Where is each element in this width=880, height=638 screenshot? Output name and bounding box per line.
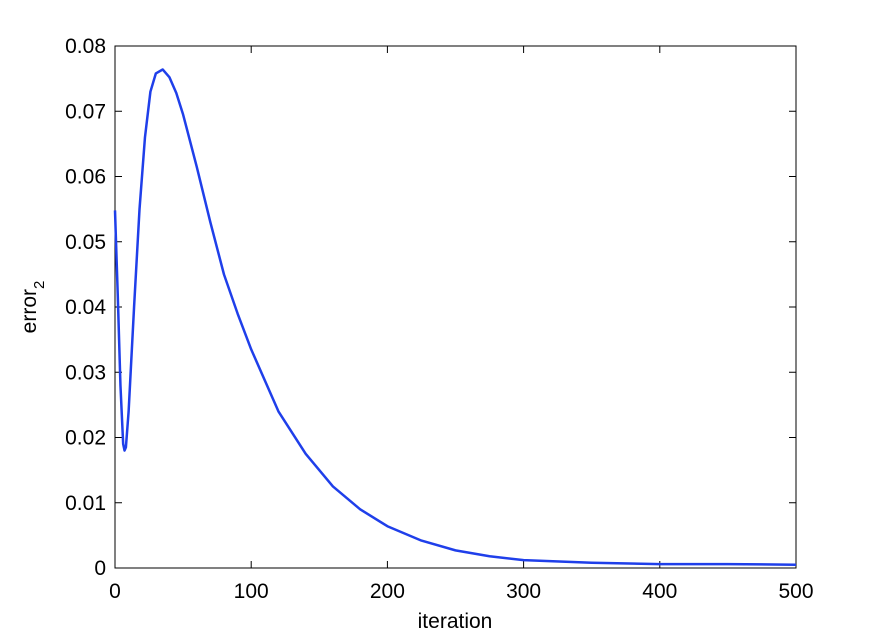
x-tick-label: 500	[778, 580, 813, 603]
y-tick-label: 0	[94, 557, 106, 580]
y-tick-label: 0.06	[65, 166, 106, 189]
x-axis-label: iteration	[418, 610, 493, 633]
x-tick-label: 200	[370, 580, 405, 603]
y-axis-label-main: error	[18, 289, 41, 333]
x-tick-label: 100	[234, 580, 269, 603]
y-axis-label: error2	[18, 281, 48, 334]
x-tick-label: 0	[109, 580, 121, 603]
y-axis-label-subscript: 2	[31, 281, 48, 289]
y-tick-label: 0.08	[65, 35, 106, 58]
data-line	[113, 68, 797, 566]
y-tick-label: 0.05	[65, 231, 106, 254]
y-tick-label: 0.03	[65, 361, 106, 384]
y-tick-label: 0.04	[65, 296, 106, 319]
y-tick-label: 0.07	[65, 100, 106, 123]
y-tick-label: 0.01	[65, 492, 106, 515]
y-tick-label: 0.02	[65, 427, 106, 450]
x-tick-label: 300	[506, 580, 541, 603]
x-tick-label: 400	[642, 580, 677, 603]
plot-area	[114, 45, 797, 569]
y-axis-label-group: error2	[18, 281, 48, 334]
